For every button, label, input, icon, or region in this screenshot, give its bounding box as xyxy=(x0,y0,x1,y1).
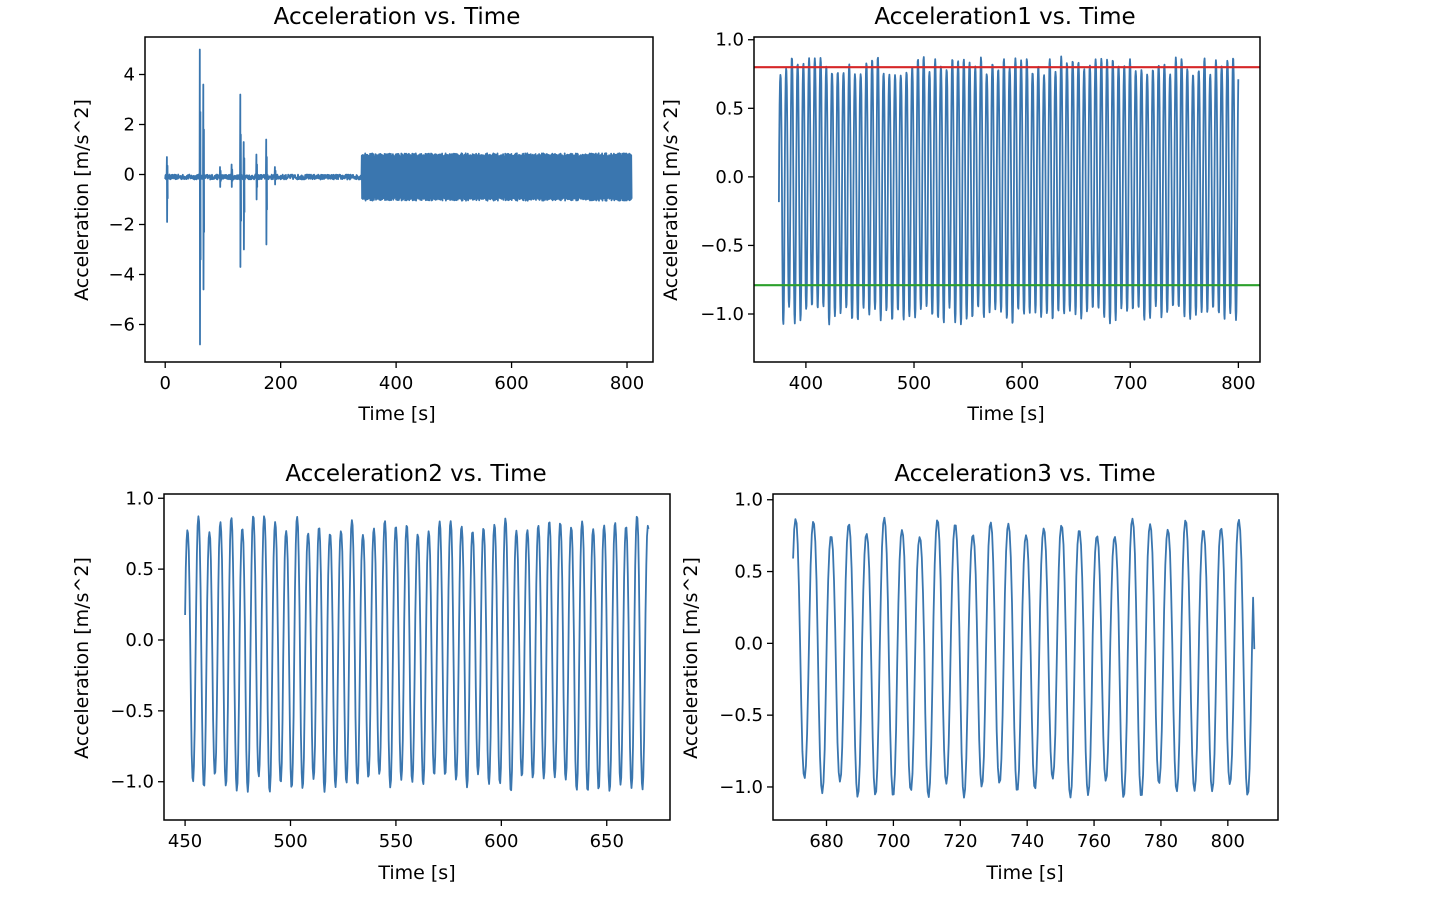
x-tick-label: 550 xyxy=(379,831,413,852)
x-tick-label: 500 xyxy=(897,373,931,394)
x-axis-label: Time [s] xyxy=(357,403,435,425)
x-tick-label: 600 xyxy=(494,373,528,394)
x-tick-label: 700 xyxy=(876,831,910,852)
chart-acceleration1: Acceleration1 vs. Time Time [s] Accelera… xyxy=(660,4,1261,425)
chart-title: Acceleration vs. Time xyxy=(274,4,521,30)
x-tick-label: 800 xyxy=(1221,373,1255,394)
y-tick-label: −2 xyxy=(108,215,135,236)
chart-title: Acceleration1 vs. Time xyxy=(874,4,1135,30)
y-tick-label: 0.0 xyxy=(734,633,763,654)
y-tick-label: 0.0 xyxy=(715,167,744,188)
y-axis-label: Acceleration [m/s^2] xyxy=(680,557,702,759)
x-tick-label: 500 xyxy=(273,831,307,852)
y-tick-label: 0.5 xyxy=(734,562,763,583)
y-axis-label: Acceleration [m/s^2] xyxy=(71,99,93,301)
y-tick-label: 1.0 xyxy=(715,30,744,51)
chart-title: Acceleration3 vs. Time xyxy=(894,461,1155,487)
series-line xyxy=(184,515,650,793)
chart-title: Acceleration2 vs. Time xyxy=(285,461,546,487)
series-line xyxy=(164,48,633,346)
chart-acceleration: Acceleration vs. Time Time [s] Accelerat… xyxy=(71,4,654,425)
y-tick-label: 1.0 xyxy=(125,488,154,509)
y-tick-label: 1.0 xyxy=(734,490,763,511)
y-tick-label: −4 xyxy=(108,265,135,286)
series-line xyxy=(778,55,1240,326)
y-tick-label: −0.5 xyxy=(719,705,763,726)
x-axis-label: Time [s] xyxy=(966,403,1044,425)
x-tick-label: 400 xyxy=(789,373,823,394)
y-tick-label: −1.0 xyxy=(110,772,154,793)
y-tick-label: 2 xyxy=(124,115,135,136)
y-tick-label: −1.0 xyxy=(719,777,763,798)
plot-area xyxy=(792,516,1256,799)
x-tick-label: 740 xyxy=(1010,831,1044,852)
plot-frame xyxy=(753,36,1261,363)
chart-acceleration2: Acceleration2 vs. Time Time [s] Accelera… xyxy=(71,461,671,884)
x-tick-label: 720 xyxy=(943,831,977,852)
y-tick-label: 0 xyxy=(124,165,135,186)
y-axis-label: Acceleration [m/s^2] xyxy=(71,557,93,759)
y-tick-label: 0.5 xyxy=(715,98,744,119)
y-tick-label: 0.0 xyxy=(125,630,154,651)
y-tick-label: −0.5 xyxy=(110,701,154,722)
x-tick-label: 680 xyxy=(809,831,843,852)
series-line xyxy=(792,516,1256,799)
plot-area xyxy=(754,55,1260,326)
y-tick-label: 0.5 xyxy=(125,559,154,580)
plot-frame xyxy=(772,493,1279,821)
x-tick-label: 600 xyxy=(1005,373,1039,394)
y-tick-label: −6 xyxy=(108,315,135,336)
x-tick-label: 700 xyxy=(1113,373,1147,394)
x-axis-label: Time [s] xyxy=(985,862,1063,884)
x-tick-label: 0 xyxy=(159,373,170,394)
x-tick-label: 400 xyxy=(379,373,413,394)
plot-frame xyxy=(144,36,654,363)
x-axis-label: Time [s] xyxy=(377,862,455,884)
plot-frame xyxy=(163,493,671,821)
y-tick-label: −1.0 xyxy=(700,304,744,325)
x-tick-label: 760 xyxy=(1077,831,1111,852)
x-tick-label: 800 xyxy=(1211,831,1245,852)
y-tick-label: −0.5 xyxy=(700,235,744,256)
y-axis-label: Acceleration [m/s^2] xyxy=(660,99,682,301)
x-tick-label: 600 xyxy=(484,831,518,852)
plot-area xyxy=(164,48,633,346)
x-tick-label: 450 xyxy=(168,831,202,852)
chart-acceleration3: Acceleration3 vs. Time Time [s] Accelera… xyxy=(680,461,1279,884)
x-tick-label: 800 xyxy=(610,373,644,394)
plot-area xyxy=(184,515,650,793)
x-tick-label: 200 xyxy=(263,373,297,394)
x-tick-label: 650 xyxy=(590,831,624,852)
x-tick-label: 780 xyxy=(1144,831,1178,852)
y-tick-label: 4 xyxy=(124,65,135,86)
